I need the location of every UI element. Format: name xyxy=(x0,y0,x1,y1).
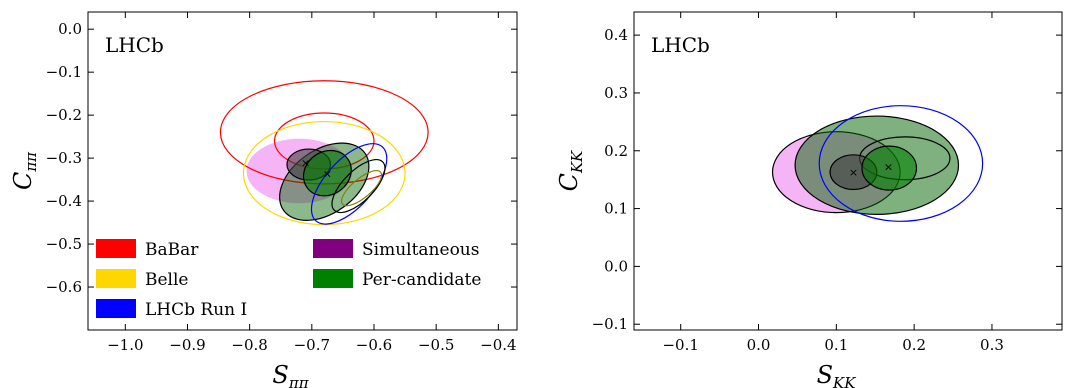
chart-1-y-tick-label: −0.6 xyxy=(46,278,82,296)
chart-1-legend-swatch xyxy=(313,269,353,288)
chart-2-y-tick-label: 0.2 xyxy=(604,142,628,160)
chart-2-ellipses xyxy=(771,105,984,222)
chart-2-x-tick-label: 0.2 xyxy=(902,336,926,354)
chart-2-y-tick-label: 0.1 xyxy=(604,200,628,218)
chart-1-y-tick-label: −0.3 xyxy=(46,149,82,167)
chart-2-ellipse-lhcb-run-i-2 xyxy=(818,105,984,222)
chart-1-x-tick-label: −0.6 xyxy=(356,336,392,354)
chart-2-x-axis-label: SKK xyxy=(817,361,857,388)
chart-2-x-tick-label: 0.0 xyxy=(747,336,771,354)
chart-1-best-fit-marker-1: × xyxy=(323,168,332,181)
chart-1-y-tick-label: −0.5 xyxy=(46,235,82,253)
chart-1-ellipse-lhcb-run-i-8 xyxy=(331,159,386,214)
chart-2-best-fit-marker-0: × xyxy=(849,166,858,179)
chart-1-y-tick-label: −0.1 xyxy=(46,63,82,81)
chart-1-legend-swatch xyxy=(96,299,136,318)
chart-1-legend-label: BaBar xyxy=(145,240,199,260)
chart-1-plot-frame xyxy=(87,11,518,331)
chart-2-y-tick-label: 0.3 xyxy=(604,84,628,102)
chart-1-ellipses xyxy=(219,80,429,226)
chart-2-best-fit-marker-1: × xyxy=(884,160,893,173)
chart-1-legend-swatch xyxy=(313,239,353,258)
chart-1-legend-label: Simultaneous xyxy=(362,240,479,260)
chart-1-y-tick-label: 0.0 xyxy=(58,20,82,38)
chart-1-legend-label: Belle xyxy=(145,270,189,290)
chart-1-x-tick-label: −0.8 xyxy=(231,336,267,354)
chart-1-panel-label: LHCb xyxy=(105,33,164,57)
chart-1-legend-label: Per-candidate xyxy=(362,270,481,290)
chart-1-y-tick-label: −0.2 xyxy=(46,106,82,124)
chart-1-best-fit-marker-0: × xyxy=(301,156,310,169)
chart-1-x-tick-label: −0.7 xyxy=(294,336,330,354)
chart-2-y-tick-label: −0.1 xyxy=(592,315,628,333)
chart-1-legend-label: LHCb Run I xyxy=(145,300,247,320)
chart-2-x-tick-label: 0.1 xyxy=(824,336,848,354)
chart-2-ellipse-per-candidate-5 xyxy=(861,145,918,191)
chart-1-x-tick-label: −0.5 xyxy=(418,336,454,354)
chart-2-panel-label: LHCb xyxy=(651,33,710,57)
chart-1-x-axis-label: Sππ xyxy=(272,361,309,388)
left-chart-panel: × × −1.0 −0.9 −0.8 −0.7 −0.6 −0.5 −0.4 0.0 −0.1 −0.… xyxy=(9,11,518,388)
chart-1-x-tick-label: −0.4 xyxy=(480,336,516,354)
chart-2-y-tick-label: 0.0 xyxy=(604,257,628,275)
chart-1-y-axis-label: Cππ xyxy=(9,151,40,190)
chart-1-legend-swatch xyxy=(96,239,136,258)
chart-1-x-tick-label: −0.9 xyxy=(169,336,205,354)
chart-2-plot-frame xyxy=(633,11,1063,331)
chart-1-ellipse-lhcb-run-i-9 xyxy=(340,170,383,207)
chart-2-x-tick-label: 0.3 xyxy=(980,336,1004,354)
chart-2-x-tick-label: −0.1 xyxy=(662,336,698,354)
chart-2-y-axis-label: CKK xyxy=(555,150,586,192)
right-chart-panel: × × −0.1 0.0 0.1 0.2 0.3 −0.1 0.0 0.1 0.2 0.3 0.4 LHC… xyxy=(555,11,1063,388)
chart-1-legend: BaBar Simultaneous Belle Per-candidate LHCb … xyxy=(96,239,481,320)
chart-2-y-tick-label: 0.4 xyxy=(604,26,628,44)
chart-1-legend-swatch xyxy=(96,269,136,288)
chart-1-y-tick-label: −0.4 xyxy=(46,192,82,210)
chart-1-x-tick-label: −1.0 xyxy=(107,336,143,354)
